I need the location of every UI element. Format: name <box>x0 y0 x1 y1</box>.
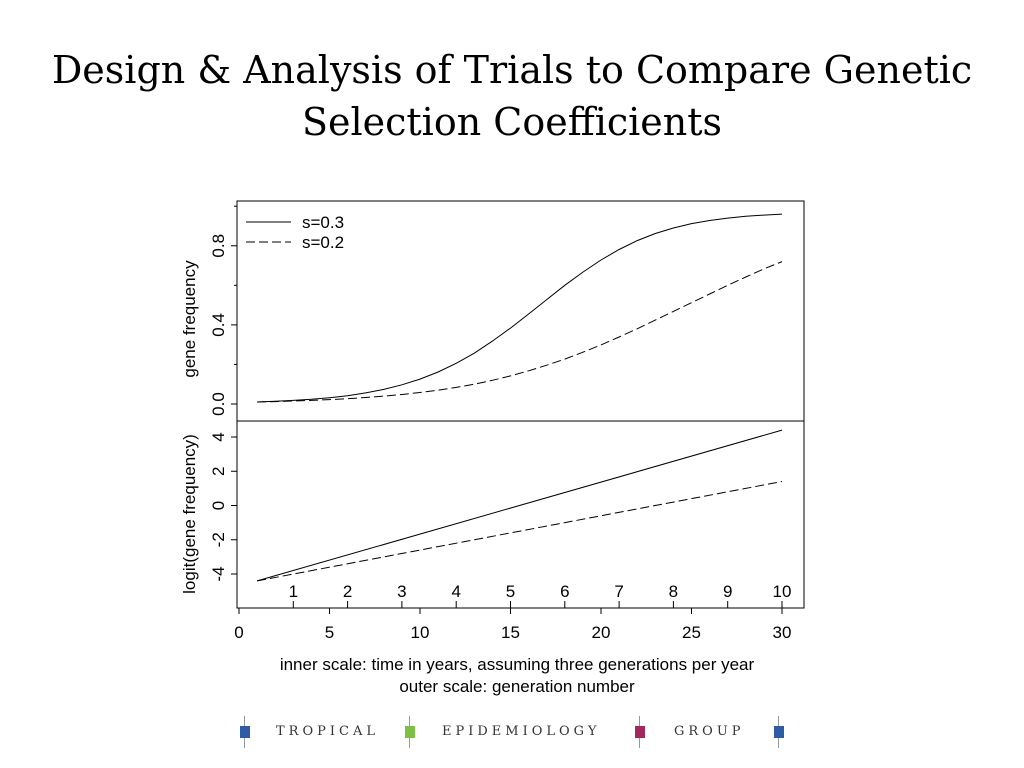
y-tick-label: 2 <box>209 467 228 476</box>
blue-square-marker-icon <box>238 716 252 748</box>
x-tick-label: 5 <box>325 623 334 642</box>
y-axis-label: logit(gene frequency) <box>180 434 199 594</box>
inner-x-tick-label: 3 <box>397 582 406 601</box>
x-axis-caption-inner: inner scale: time in years, assuming thr… <box>0 655 1024 675</box>
green-square-marker-icon <box>403 716 417 748</box>
footer-logo: TROPICAL EPIDEMIOLOGY GROUP <box>230 712 800 752</box>
inner-x-tick-label: 7 <box>614 582 623 601</box>
footer-word-tropical: TROPICAL <box>276 724 379 739</box>
inner-x-tick-label: 10 <box>773 582 792 601</box>
y-tick-label: 4 <box>209 432 228 441</box>
inner-x-tick-label: 5 <box>506 582 515 601</box>
y-axis-label: gene frequency <box>180 260 199 378</box>
y-tick-label: 0.8 <box>209 234 228 258</box>
magenta-square-marker-icon <box>633 716 647 748</box>
x-tick-label: 0 <box>234 623 243 642</box>
inner-x-tick-label: 2 <box>343 582 352 601</box>
legend-label: s=0.3 <box>302 213 344 232</box>
x-tick-label: 30 <box>773 623 792 642</box>
x-tick-label: 15 <box>501 623 520 642</box>
blue-square-marker-icon <box>772 716 786 748</box>
x-axis-caption-outer: outer scale: generation number <box>0 677 1024 697</box>
inner-x-tick-label: 6 <box>560 582 569 601</box>
y-tick-label: -2 <box>209 532 228 547</box>
y-tick-label: -4 <box>209 566 228 581</box>
x-tick-label: 20 <box>592 623 611 642</box>
inner-x-tick-label: 4 <box>451 582 460 601</box>
inner-x-tick-label: 9 <box>723 582 732 601</box>
y-tick-label: 0 <box>209 501 228 510</box>
top-series-line-2 <box>257 262 782 402</box>
legend-label: s=0.2 <box>302 233 344 252</box>
inner-x-tick-label: 8 <box>669 582 678 601</box>
chart: 0.0 0.4 0.8 gene frequency -4 -2 0 2 4 logit(gene… <box>0 0 1024 768</box>
bottom-series-line-1 <box>257 430 782 581</box>
y-tick-label: 0.0 <box>209 392 228 416</box>
x-tick-label: 10 <box>411 623 430 642</box>
footer-word-group: GROUP <box>674 724 745 739</box>
x-tick-label: 25 <box>682 623 701 642</box>
footer-word-epidemiology: EPIDEMIOLOGY <box>442 724 600 739</box>
bottom-panel-frame <box>237 421 804 608</box>
y-tick-label: 0.4 <box>209 313 228 337</box>
inner-x-tick-label: 1 <box>289 582 298 601</box>
bottom-series-line-2 <box>257 482 782 581</box>
